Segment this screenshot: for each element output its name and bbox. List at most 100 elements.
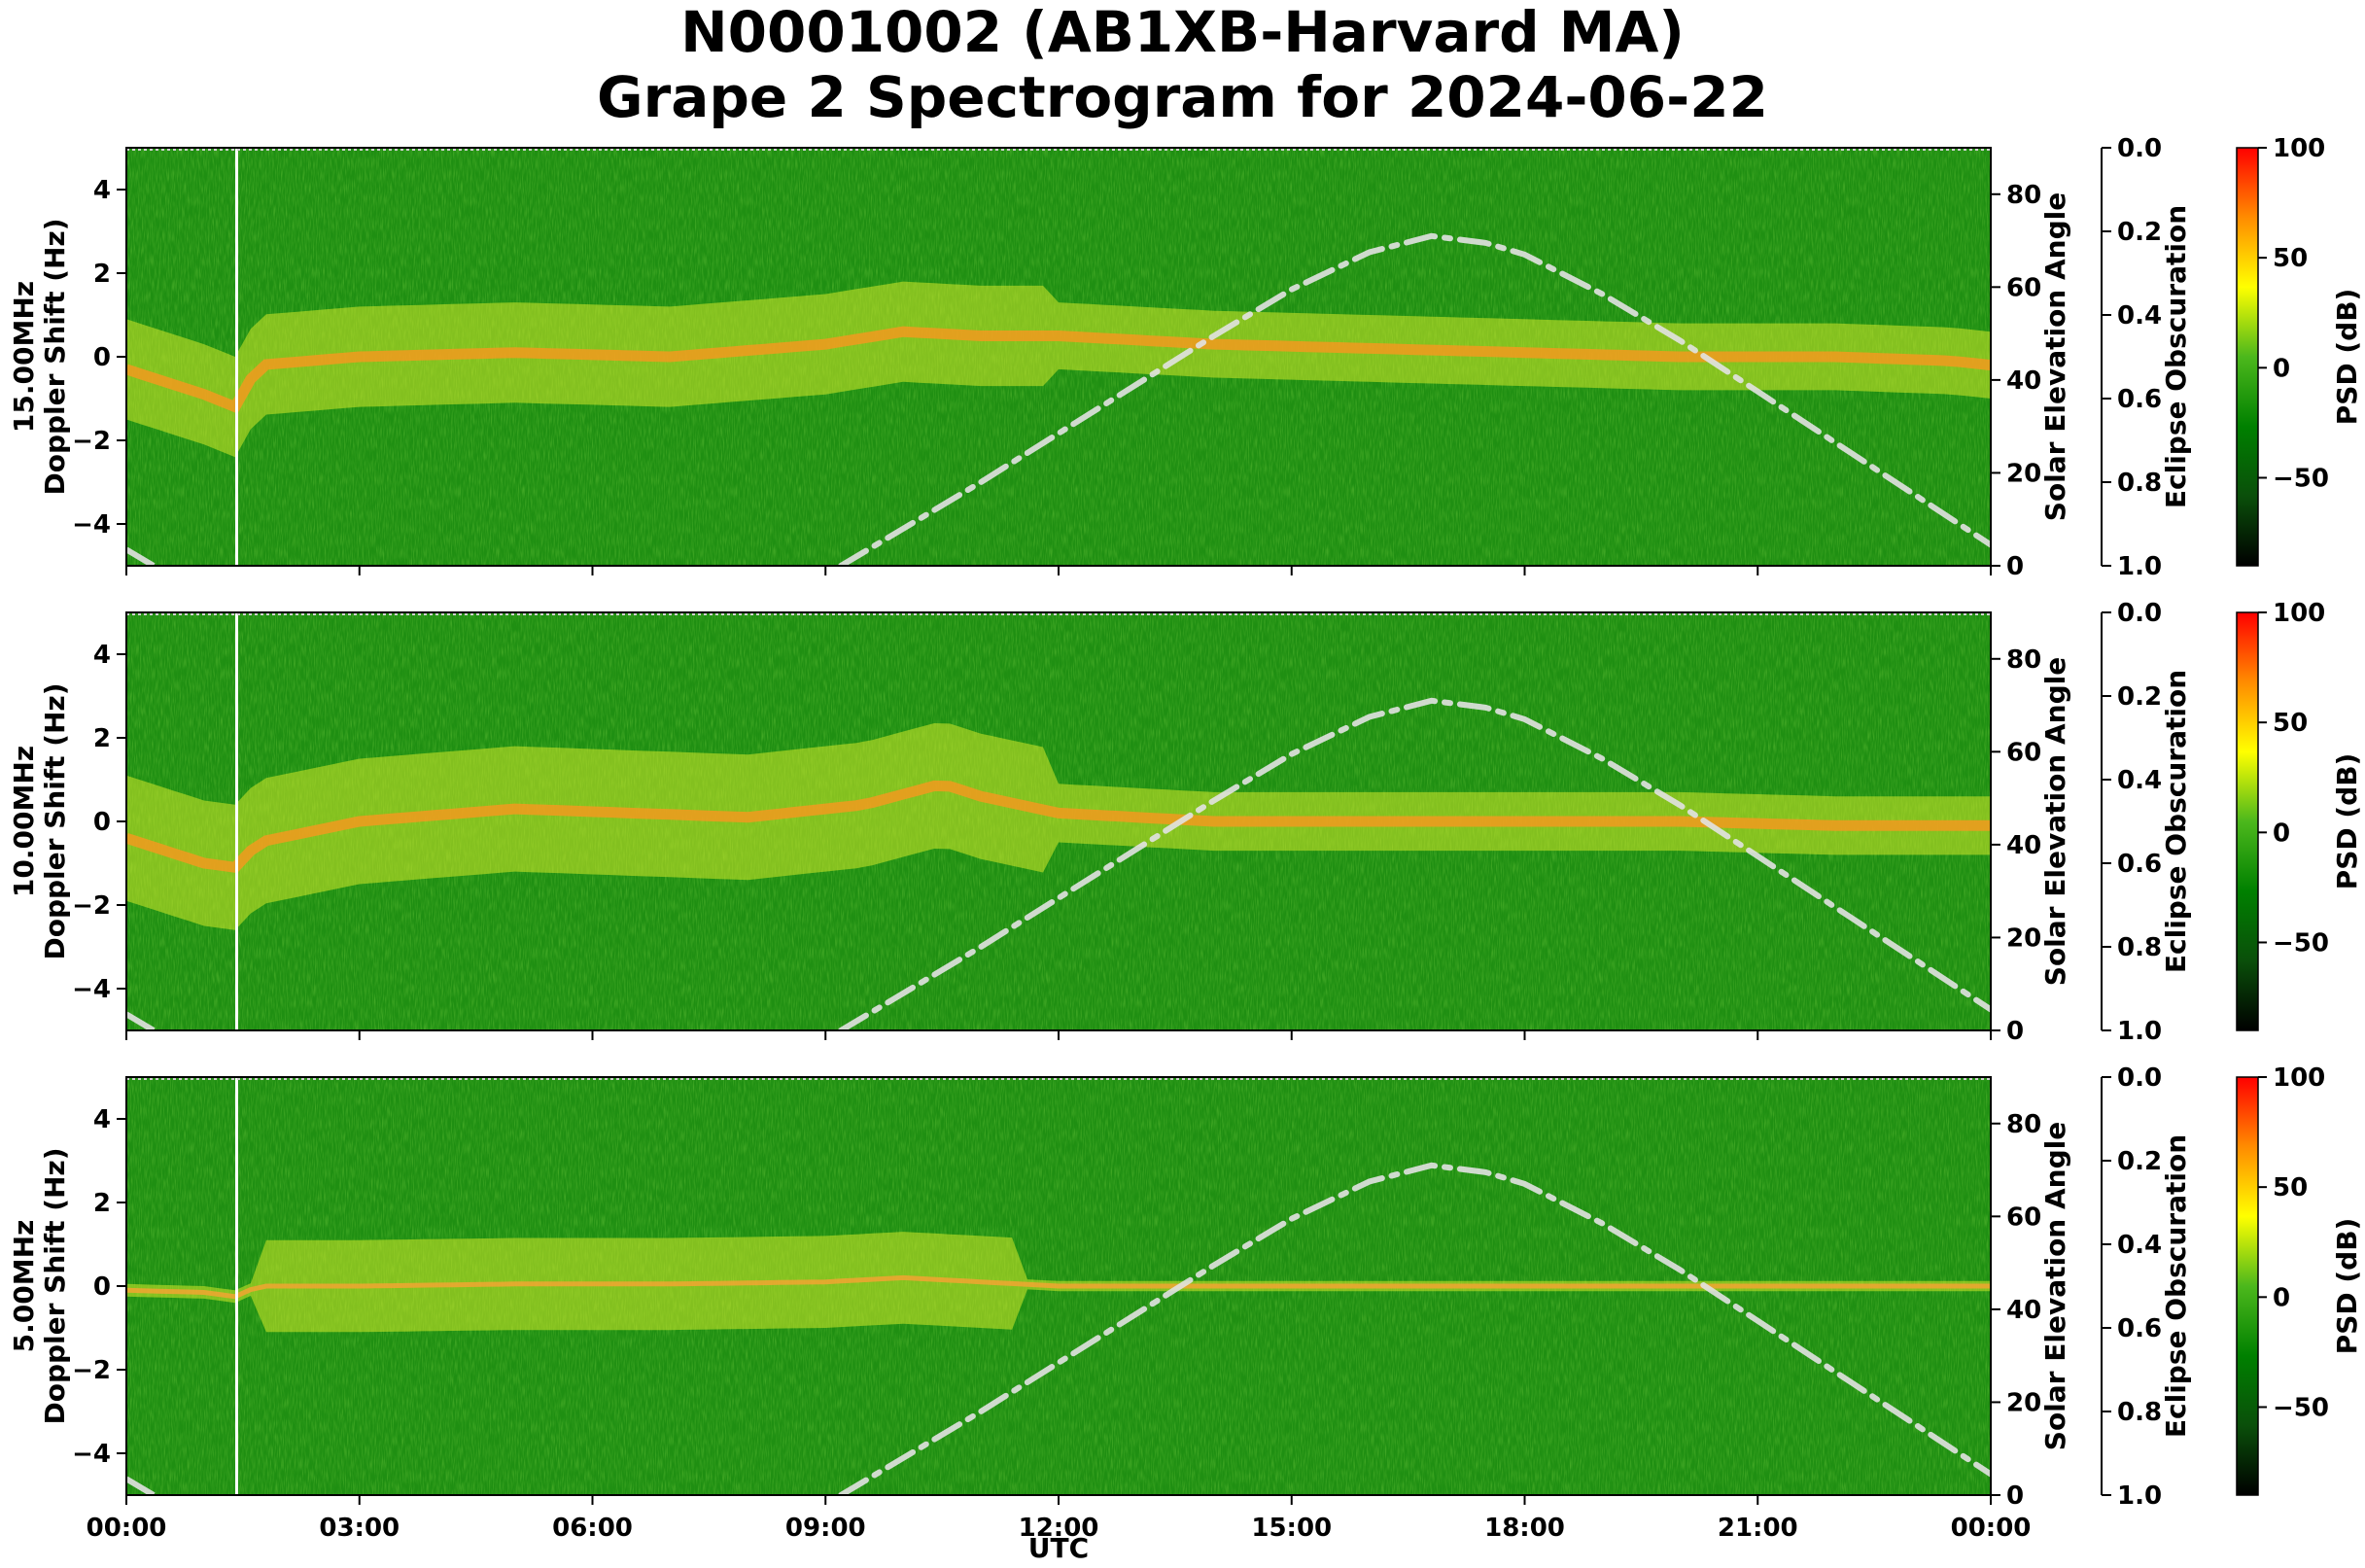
spectrogram-image [126,612,1991,1030]
panel-1500mhz: 420−2−415.00MHz Doppler Shift (Hz)0204060… [8,134,2363,581]
colorbar-tick-label: 100 [2273,599,2325,628]
doppler-axis-label: Doppler Shift (Hz) [39,1147,71,1424]
obscuration-tick-label: 0.8 [2117,933,2162,962]
doppler-tick-label: −2 [72,1356,111,1385]
doppler-tick-label: 4 [93,641,111,670]
elevation-axis-label: Solar Elevation Angle [2039,1122,2071,1450]
spectrogram-ridge [126,1274,1991,1300]
colorbar [2236,611,2259,1031]
doppler-tick-label: 4 [93,176,111,205]
obscuration-tick-label: 0.6 [2117,1314,2162,1343]
spectrogram-image [126,1077,1991,1495]
elevation-tick-label: 0 [2006,552,2024,581]
colorbar-tick-label: 100 [2273,134,2325,163]
elevation-tick-label: 0 [2006,1017,2024,1046]
spectrogram-band [126,723,1991,930]
spectrogram-ridge [126,780,1991,874]
elevation-tick-label: 40 [2006,1296,2041,1325]
doppler-tick-label: 0 [93,808,111,837]
x-tick-label: 09:00 [785,1514,866,1543]
panel-frequency-label: 10.00MHz [8,746,40,897]
spectrogram-band [126,1232,1991,1333]
elevation-tick-label: 80 [2006,645,2041,675]
elevation-axis-label: Solar Elevation Angle [2039,192,2071,521]
x-tick-label: 12:00 [1019,1514,1099,1543]
obscuration-tick-label: 0.2 [2117,218,2162,247]
elevation-tick-label: 20 [2006,1388,2041,1417]
elevation-tick-label: 20 [2006,923,2041,953]
x-tick-label: 00:00 [87,1514,167,1543]
doppler-tick-label: 2 [93,1189,111,1218]
solar-elevation-curve-early [126,1011,156,1030]
colorbar-tick-label: −50 [2273,464,2329,493]
x-tick-label: 21:00 [1718,1514,1798,1543]
x-tick-label: 06:00 [552,1514,633,1543]
colorbar-tick-label: 0 [2273,1283,2290,1312]
doppler-axis-label: Doppler Shift (Hz) [39,682,71,959]
x-tick-label: 15:00 [1251,1514,1332,1543]
obscuration-tick-label: 0.2 [2117,1147,2162,1176]
solar-elevation-curve-early [126,546,156,566]
obscuration-axis-label: Eclipse Obscuration [2160,670,2192,973]
elevation-tick-label: 20 [2006,459,2041,488]
doppler-tick-label: −4 [72,510,111,540]
obscuration-tick-label: 0.4 [2117,301,2162,331]
doppler-tick-label: −4 [72,1440,111,1469]
doppler-tick-label: 2 [93,724,111,753]
solar-elevation-curve [838,697,1991,1030]
colorbar-label: PSD (dB) [2331,753,2363,890]
obscuration-tick-label: 0.6 [2117,385,2162,414]
elevation-tick-label: 80 [2006,181,2041,210]
solar-elevation-curve [838,1162,1991,1495]
obscuration-tick-label: 0.0 [2117,599,2162,628]
x-axis-label: UTC [1028,1532,1089,1564]
obscuration-tick-label: 0.0 [2117,1063,2162,1093]
x-tick-label: 00:00 [1951,1514,2032,1543]
spectrogram-ridge [126,326,1991,414]
panel-500mhz: 420−2−45.00MHz Doppler Shift (Hz)02040608… [8,1063,2363,1543]
chart-title-line-2: Grape 2 Spectrogram for 2024-06-22 [597,64,1768,130]
solar-elevation-curve-early [126,1476,156,1495]
doppler-tick-label: −2 [72,427,111,456]
elevation-tick-label: 0 [2006,1481,2024,1511]
obscuration-axis-label: Eclipse Obscuration [2160,1134,2192,1438]
colorbar [2236,1076,2259,1496]
doppler-tick-label: −2 [72,891,111,921]
colorbar-label: PSD (dB) [2331,1218,2363,1355]
panel-frequency-label: 5.00MHz [8,1220,40,1353]
colorbar-tick-label: −50 [2273,928,2329,958]
obscuration-tick-label: 1.0 [2117,1481,2162,1511]
elevation-tick-label: 60 [2006,1202,2041,1232]
elevation-axis-label: Solar Elevation Angle [2039,657,2071,986]
doppler-tick-label: −4 [72,975,111,1004]
panel-1000mhz: 420−2−410.00MHz Doppler Shift (Hz)0204060… [8,599,2363,1046]
spectrogram-image [126,148,1991,566]
elevation-tick-label: 40 [2006,366,2041,396]
colorbar-tick-label: 50 [2273,709,2308,738]
obscuration-axis-label: Eclipse Obscuration [2160,205,2192,508]
elevation-tick-label: 40 [2006,831,2041,860]
spectrogram-band [126,281,1991,458]
doppler-tick-label: 0 [93,343,111,372]
colorbar-tick-label: −50 [2273,1393,2329,1422]
elevation-tick-label: 60 [2006,738,2041,767]
elevation-tick-label: 80 [2006,1110,2041,1139]
obscuration-tick-label: 0.4 [2117,1231,2162,1260]
x-tick-label: 03:00 [319,1514,400,1543]
obscuration-tick-label: 1.0 [2117,552,2162,581]
obscuration-tick-label: 0.6 [2117,850,2162,879]
solar-elevation-curve [838,232,1991,566]
colorbar-tick-label: 100 [2273,1063,2325,1093]
doppler-tick-label: 2 [93,260,111,289]
obscuration-tick-label: 0.8 [2117,1398,2162,1427]
colorbar-tick-label: 0 [2273,354,2290,383]
obscuration-tick-label: 0.4 [2117,766,2162,795]
colorbar-label: PSD (dB) [2331,289,2363,426]
doppler-axis-label: Doppler Shift (Hz) [39,218,71,495]
obscuration-tick-label: 0.2 [2117,682,2162,712]
chart-title-line-1: N0001002 (AB1XB-Harvard MA) [680,0,1685,65]
panel-frequency-label: 15.00MHz [8,281,40,433]
obscuration-tick-label: 0.8 [2117,469,2162,498]
colorbar-tick-label: 50 [2273,1173,2308,1202]
